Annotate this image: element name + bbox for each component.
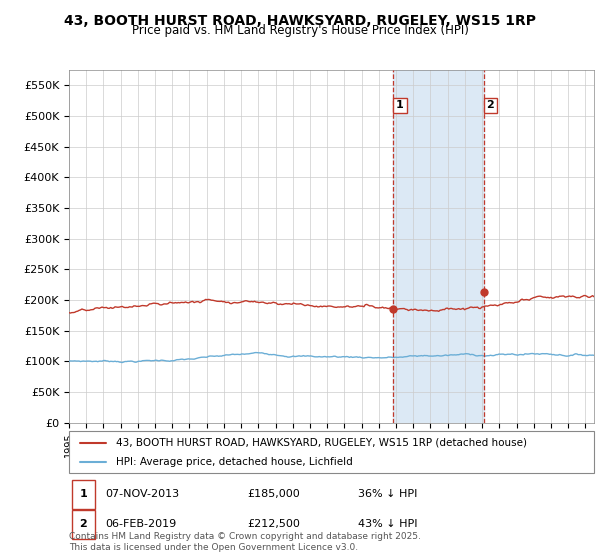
Text: 06-FEB-2019: 06-FEB-2019 [106, 519, 177, 529]
FancyBboxPatch shape [71, 510, 95, 539]
Text: 36% ↓ HPI: 36% ↓ HPI [358, 489, 417, 499]
Text: £212,500: £212,500 [248, 519, 301, 529]
Text: 2: 2 [80, 519, 88, 529]
Text: 43, BOOTH HURST ROAD, HAWKSYARD, RUGELEY, WS15 1RP (detached house): 43, BOOTH HURST ROAD, HAWKSYARD, RUGELEY… [116, 437, 527, 447]
Text: 1: 1 [80, 489, 88, 499]
FancyBboxPatch shape [71, 479, 95, 509]
Bar [394, 70, 484, 423]
Text: Price paid vs. HM Land Registry's House Price Index (HPI): Price paid vs. HM Land Registry's House … [131, 24, 469, 36]
Text: 2: 2 [487, 100, 494, 110]
FancyBboxPatch shape [69, 431, 594, 473]
Text: 43% ↓ HPI: 43% ↓ HPI [358, 519, 417, 529]
Text: 43, BOOTH HURST ROAD, HAWKSYARD, RUGELEY, WS15 1RP: 43, BOOTH HURST ROAD, HAWKSYARD, RUGELEY… [64, 14, 536, 28]
Text: £185,000: £185,000 [248, 489, 300, 499]
Text: 1: 1 [396, 100, 404, 110]
Text: 07-NOV-2013: 07-NOV-2013 [106, 489, 180, 499]
Text: Contains HM Land Registry data © Crown copyright and database right 2025.
This d: Contains HM Land Registry data © Crown c… [69, 532, 421, 552]
Text: HPI: Average price, detached house, Lichfield: HPI: Average price, detached house, Lich… [116, 457, 353, 467]
